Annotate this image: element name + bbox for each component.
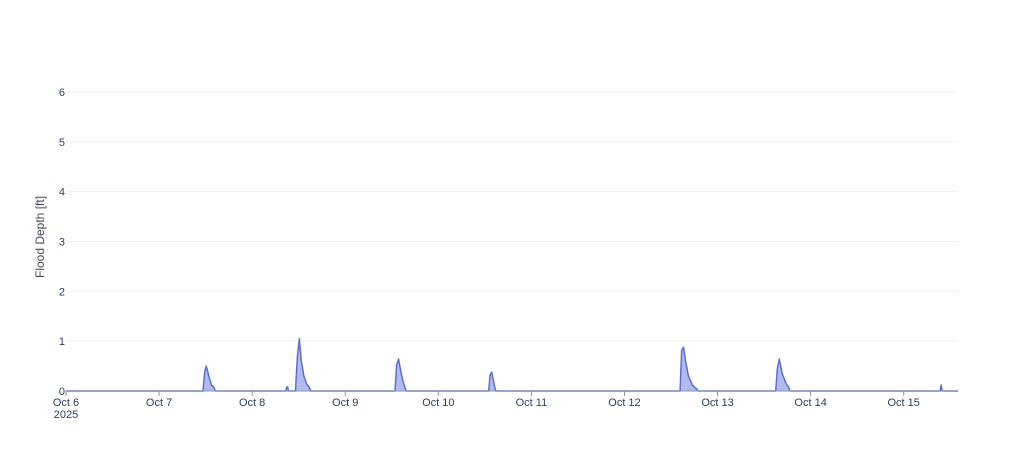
y-tick-label: 1 <box>59 336 65 348</box>
y-tick-label: 0 <box>59 386 65 398</box>
x-tick-label: Oct 13 <box>701 397 733 409</box>
y-axis-title: Flood Depth [ft] <box>33 196 47 278</box>
y-tick-label: 5 <box>59 137 65 149</box>
x-tick-sublabel: 2025 <box>54 409 78 421</box>
gridlines <box>66 91 958 342</box>
x-tick-label: Oct 11 <box>516 397 548 409</box>
x-tick-label: Oct 14 <box>794 397 826 409</box>
series-line <box>66 337 958 392</box>
x-tick-label: Oct 10 <box>422 397 454 409</box>
x-tick-label: Oct 8 <box>239 397 265 409</box>
x-tick-label: Oct 12 <box>608 397 640 409</box>
y-tick-label: 2 <box>59 286 65 298</box>
y-tick-label: 4 <box>59 187 65 199</box>
y-tick-label: 6 <box>59 87 65 99</box>
y-tick-label: 3 <box>59 236 65 248</box>
plot-area <box>66 337 958 392</box>
series-area-fill <box>66 338 958 391</box>
x-tick-label: Oct 15 <box>888 397 920 409</box>
x-tick-label: Oct 6 <box>53 397 79 409</box>
x-tick-label: Oct 7 <box>146 397 172 409</box>
x-tick-label: Oct 9 <box>332 397 358 409</box>
